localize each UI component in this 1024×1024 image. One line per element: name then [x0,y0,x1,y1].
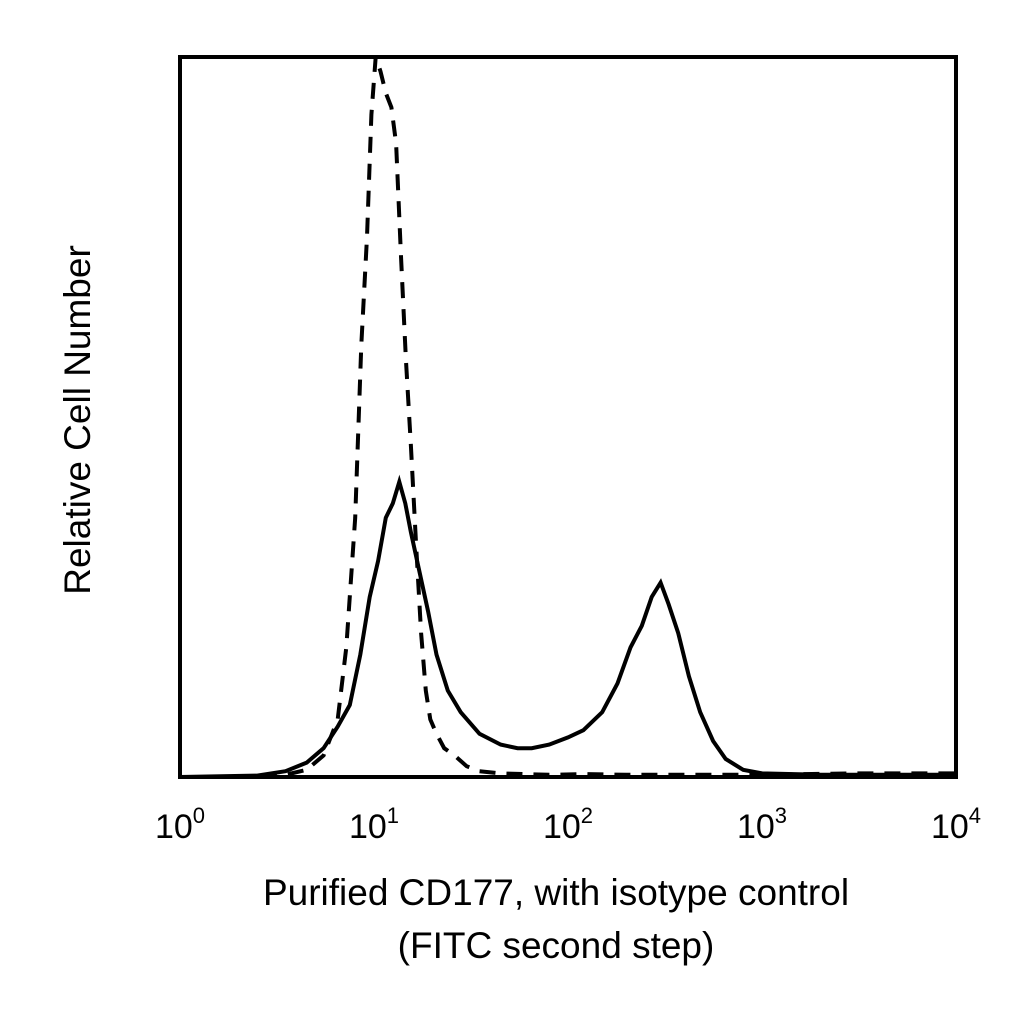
series-line-solid [179,474,956,779]
x-tick-label-4: 104 [931,803,981,846]
x-tick-label-3: 103 [737,803,787,846]
x-tick-label-2: 102 [543,803,593,846]
series-line-dashed [180,56,956,779]
x-tick-labels: 100 101 102 103 104 [155,803,981,846]
x-axis-label-line2: (FITC second step) [398,925,715,966]
x-axis-label: Purified CD177, with isotype control [263,872,849,913]
series-layer [179,56,956,779]
y-axis-label: Relative Cell Number [57,245,98,595]
x-tick-label-1: 101 [349,803,399,846]
x-tick-label-0: 100 [155,803,205,846]
plot-frame [178,55,958,779]
